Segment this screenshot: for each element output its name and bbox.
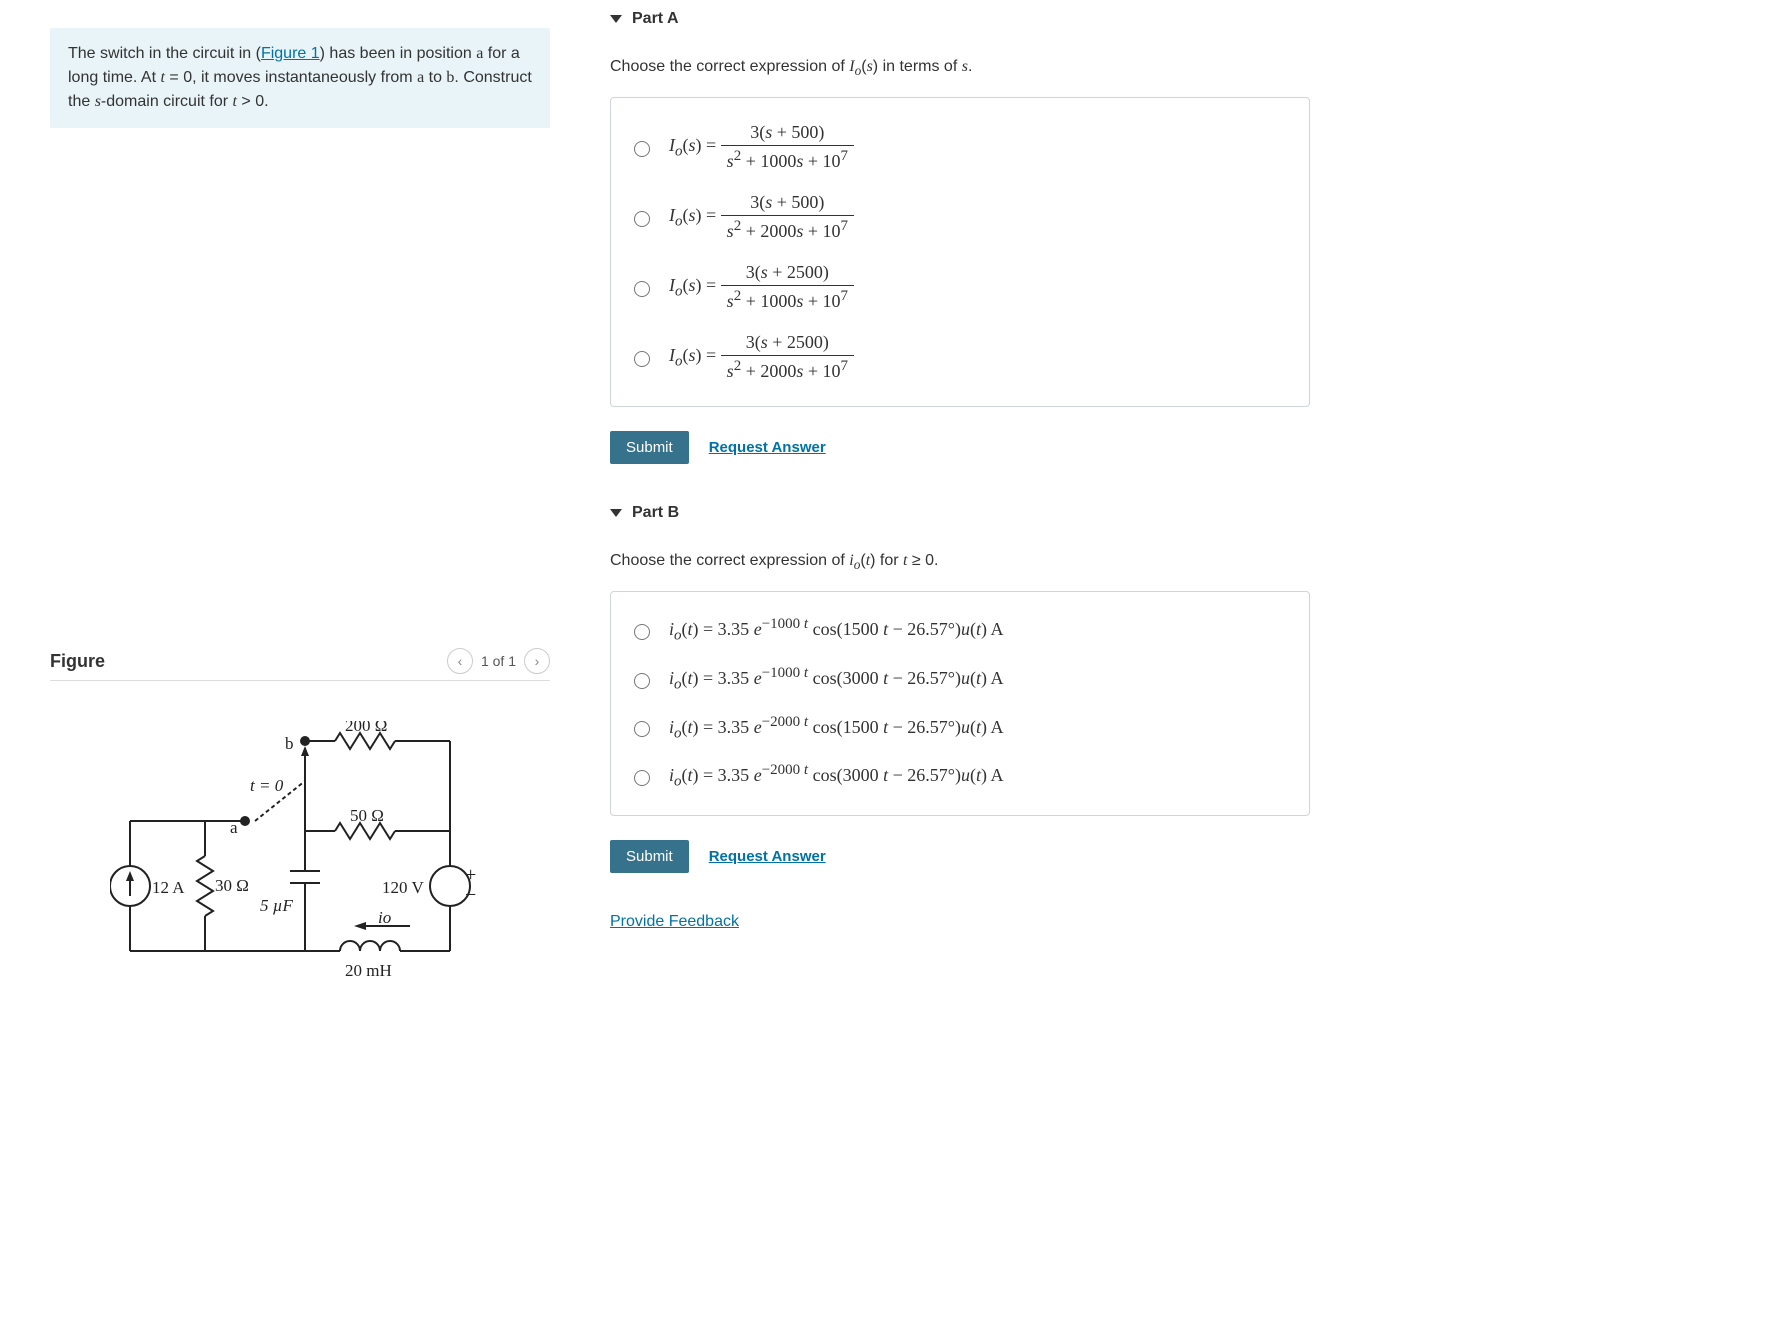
part-a-radio[interactable]: [634, 281, 650, 297]
option-equation: Io(s) = 3(s + 2500)s2 + 2000s + 107: [669, 332, 854, 382]
svg-text:io: io: [378, 908, 391, 927]
svg-text:+: +: [465, 864, 476, 886]
part-a-option[interactable]: Io(s) = 3(s + 500)s2 + 2000s + 107: [625, 182, 1295, 252]
option-equation: Io(s) = 3(s + 2500)s2 + 1000s + 107: [669, 262, 854, 312]
part-b-option[interactable]: io(t) = 3.35 e−1000 t cos(1500 t − 26.57…: [625, 606, 1295, 655]
svg-text:a: a: [230, 818, 238, 837]
option-equation: io(t) = 3.35 e−1000 t cos(3000 t − 26.57…: [669, 665, 1003, 694]
part-b-label: Part B: [632, 504, 679, 522]
svg-text:−: −: [465, 884, 476, 906]
part-a-options: Io(s) = 3(s + 500)s2 + 1000s + 107 Io(s) …: [610, 97, 1310, 407]
part-a-radio[interactable]: [634, 141, 650, 157]
problem-statement: The switch in the circuit in (Figure 1) …: [50, 28, 550, 128]
figure-nav-label: 1 of 1: [481, 653, 516, 669]
part-b-radio[interactable]: [634, 721, 650, 737]
svg-text:t = 0: t = 0: [250, 776, 284, 795]
part-a-radio[interactable]: [634, 351, 650, 367]
part-b-radio[interactable]: [634, 673, 650, 689]
circuit-figure: 200 Ω b t = 0 a 50 Ω 12 A 30 Ω 5 µF 120 …: [50, 681, 550, 986]
option-equation: Io(s) = 3(s + 500)s2 + 1000s + 107: [669, 122, 854, 172]
part-b-submit-button[interactable]: Submit: [610, 840, 689, 873]
part-b-radio[interactable]: [634, 624, 650, 640]
part-b-header[interactable]: Part B: [610, 504, 1310, 528]
part-a-request-answer-link[interactable]: Request Answer: [709, 439, 826, 456]
svg-text:30 Ω: 30 Ω: [215, 876, 249, 895]
part-a-option[interactable]: Io(s) = 3(s + 500)s2 + 1000s + 107: [625, 112, 1295, 182]
svg-text:20 mH: 20 mH: [345, 961, 392, 980]
collapse-icon: [610, 509, 622, 517]
provide-feedback-link[interactable]: Provide Feedback: [610, 913, 739, 930]
part-b-option[interactable]: io(t) = 3.35 e−2000 t cos(3000 t − 26.57…: [625, 752, 1295, 801]
part-b-radio[interactable]: [634, 770, 650, 786]
svg-text:b: b: [285, 734, 294, 753]
svg-text:50 Ω: 50 Ω: [350, 806, 384, 825]
svg-text:120 V: 120 V: [382, 878, 424, 897]
part-b-prompt: Choose the correct expression of io(t) f…: [610, 552, 1310, 573]
part-a-label: Part A: [632, 10, 679, 28]
part-a-radio[interactable]: [634, 211, 650, 227]
part-a-option[interactable]: Io(s) = 3(s + 2500)s2 + 1000s + 107: [625, 252, 1295, 322]
figure-next-button[interactable]: ›: [524, 648, 550, 674]
svg-text:5 µF: 5 µF: [260, 896, 294, 915]
collapse-icon: [610, 15, 622, 23]
svg-text:12 A: 12 A: [152, 878, 185, 897]
part-b-request-answer-link[interactable]: Request Answer: [709, 848, 826, 865]
option-equation: io(t) = 3.35 e−2000 t cos(1500 t − 26.57…: [669, 714, 1003, 743]
part-b-option[interactable]: io(t) = 3.35 e−1000 t cos(3000 t − 26.57…: [625, 655, 1295, 704]
figure-link[interactable]: Figure 1: [261, 45, 320, 62]
svg-text:200 Ω: 200 Ω: [345, 721, 387, 735]
option-equation: Io(s) = 3(s + 500)s2 + 2000s + 107: [669, 192, 854, 242]
part-b-options: io(t) = 3.35 e−1000 t cos(1500 t − 26.57…: [610, 591, 1310, 815]
option-equation: io(t) = 3.35 e−2000 t cos(3000 t − 26.57…: [669, 762, 1003, 791]
option-equation: io(t) = 3.35 e−1000 t cos(1500 t − 26.57…: [669, 616, 1003, 645]
figure-prev-button[interactable]: ‹: [447, 648, 473, 674]
part-a-submit-button[interactable]: Submit: [610, 431, 689, 464]
part-a-option[interactable]: Io(s) = 3(s + 2500)s2 + 2000s + 107: [625, 322, 1295, 392]
part-b-option[interactable]: io(t) = 3.35 e−2000 t cos(1500 t − 26.57…: [625, 704, 1295, 753]
part-a-header[interactable]: Part A: [610, 10, 1310, 34]
part-a-prompt: Choose the correct expression of Io(s) i…: [610, 58, 1310, 79]
figure-title: Figure: [50, 651, 105, 672]
